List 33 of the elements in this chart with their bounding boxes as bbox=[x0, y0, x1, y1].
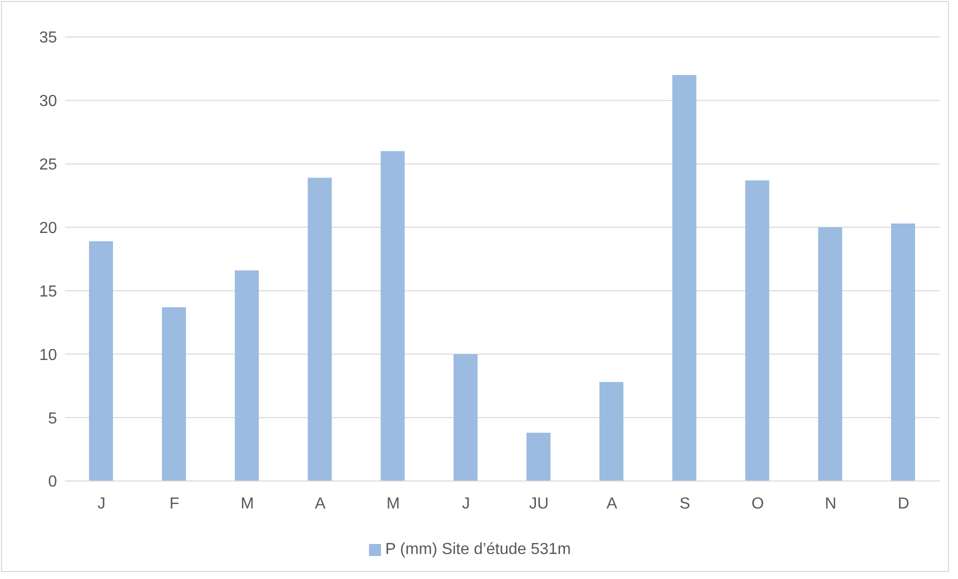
x-tick-label: J bbox=[97, 495, 106, 512]
x-tick-label: M bbox=[240, 495, 254, 512]
legend-label: P (mm) Site d’étude 531m bbox=[385, 541, 571, 558]
bar bbox=[745, 180, 770, 481]
y-tick-label: 5 bbox=[48, 410, 58, 428]
bar bbox=[234, 270, 259, 481]
y-tick-label: 25 bbox=[39, 156, 58, 174]
x-tick-label: D bbox=[898, 495, 910, 512]
bar bbox=[380, 151, 405, 481]
x-tick-label: A bbox=[314, 495, 326, 512]
x-tick-label: A bbox=[606, 495, 618, 512]
x-tick-label: M bbox=[386, 495, 400, 512]
bar bbox=[454, 354, 478, 481]
y-tick-label: 10 bbox=[39, 346, 58, 364]
bar bbox=[599, 382, 624, 481]
x-tick-label: JU bbox=[529, 495, 549, 512]
x-tick-label: N bbox=[824, 495, 836, 512]
y-tick-label: 20 bbox=[39, 220, 58, 237]
x-tick-label: S bbox=[679, 495, 690, 512]
x-tick-label: O bbox=[751, 495, 764, 512]
bar bbox=[526, 432, 550, 481]
bar bbox=[891, 223, 916, 481]
bar bbox=[162, 307, 186, 481]
y-tick-label: 35 bbox=[39, 30, 58, 47]
bar bbox=[672, 75, 696, 481]
x-tick-label: J bbox=[462, 495, 470, 512]
y-tick-label: 0 bbox=[48, 474, 58, 491]
bar bbox=[89, 241, 113, 481]
y-tick-label: 15 bbox=[39, 283, 58, 300]
bar bbox=[308, 178, 332, 481]
y-tick-label: 30 bbox=[39, 93, 58, 110]
bar bbox=[818, 227, 842, 481]
x-tick-label: F bbox=[169, 495, 180, 512]
